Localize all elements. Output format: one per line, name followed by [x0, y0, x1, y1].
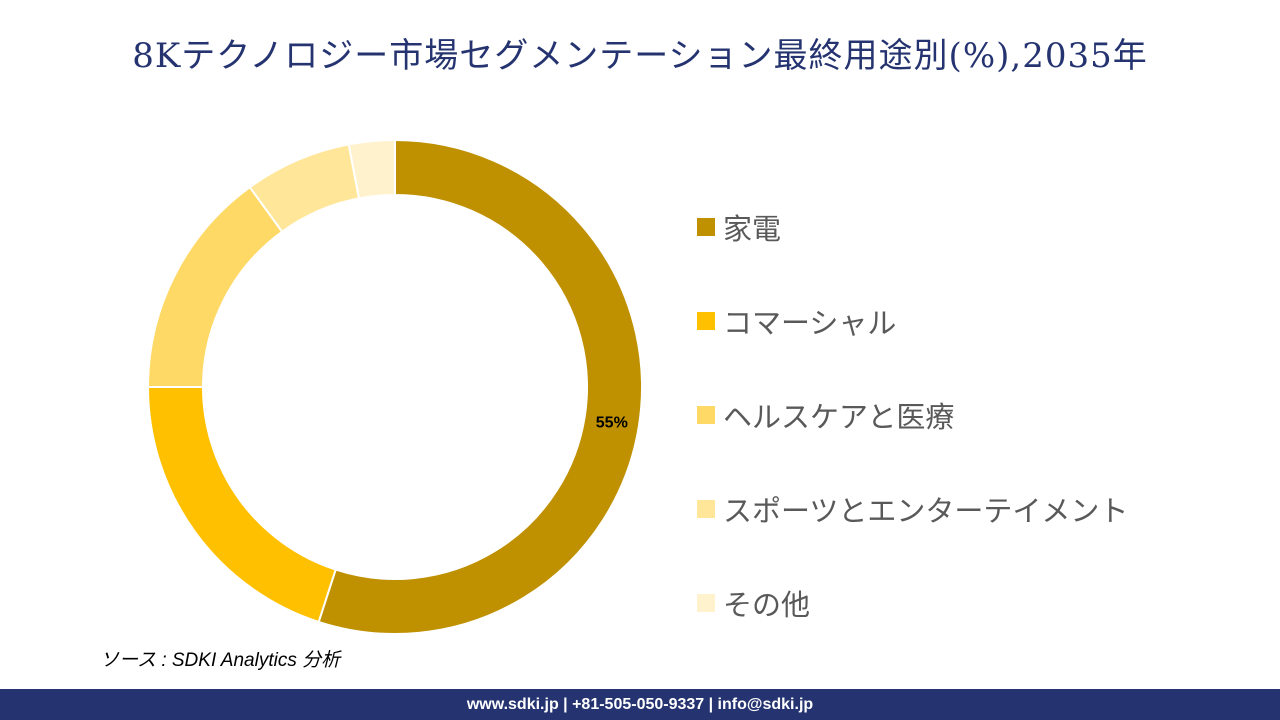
legend-item: その他	[697, 556, 1128, 650]
legend-item: スポーツとエンターテイメント	[697, 462, 1128, 556]
legend-swatch	[697, 406, 715, 424]
legend-label: その他	[723, 588, 811, 622]
legend: 家電コマーシャルヘルスケアと医療スポーツとエンターテイメント その他	[697, 180, 1128, 650]
legend-label: コマーシャル	[723, 306, 897, 340]
source-note: ソース : SDKI Analytics 分析	[100, 650, 341, 671]
legend-label: スポーツとエンターテイメント	[723, 494, 1129, 528]
donut-slice-0	[317, 138, 643, 635]
legend-swatch	[697, 312, 715, 330]
data-label: 55%	[596, 414, 628, 431]
legend-item: 家電	[697, 180, 1128, 274]
footer-contact: www.sdki.jp | +81-505-050-9337 | info@sd…	[0, 689, 1280, 720]
chart-title: 8Kテクノロジー市場セグメンテーション最終用途別(%),2035年	[132, 36, 1148, 76]
donut-slice-1	[146, 386, 337, 624]
legend-item: ヘルスケアと医療	[697, 368, 1128, 462]
donut-slice-2	[146, 185, 284, 388]
legend-swatch	[697, 218, 715, 236]
legend-label: ヘルスケアと医療	[723, 400, 955, 434]
legend-label: 家電	[723, 212, 782, 246]
donut-slice-4	[347, 138, 396, 200]
legend-item: コマーシャル	[697, 274, 1128, 368]
legend-swatch	[697, 500, 715, 518]
legend-swatch	[697, 594, 715, 612]
